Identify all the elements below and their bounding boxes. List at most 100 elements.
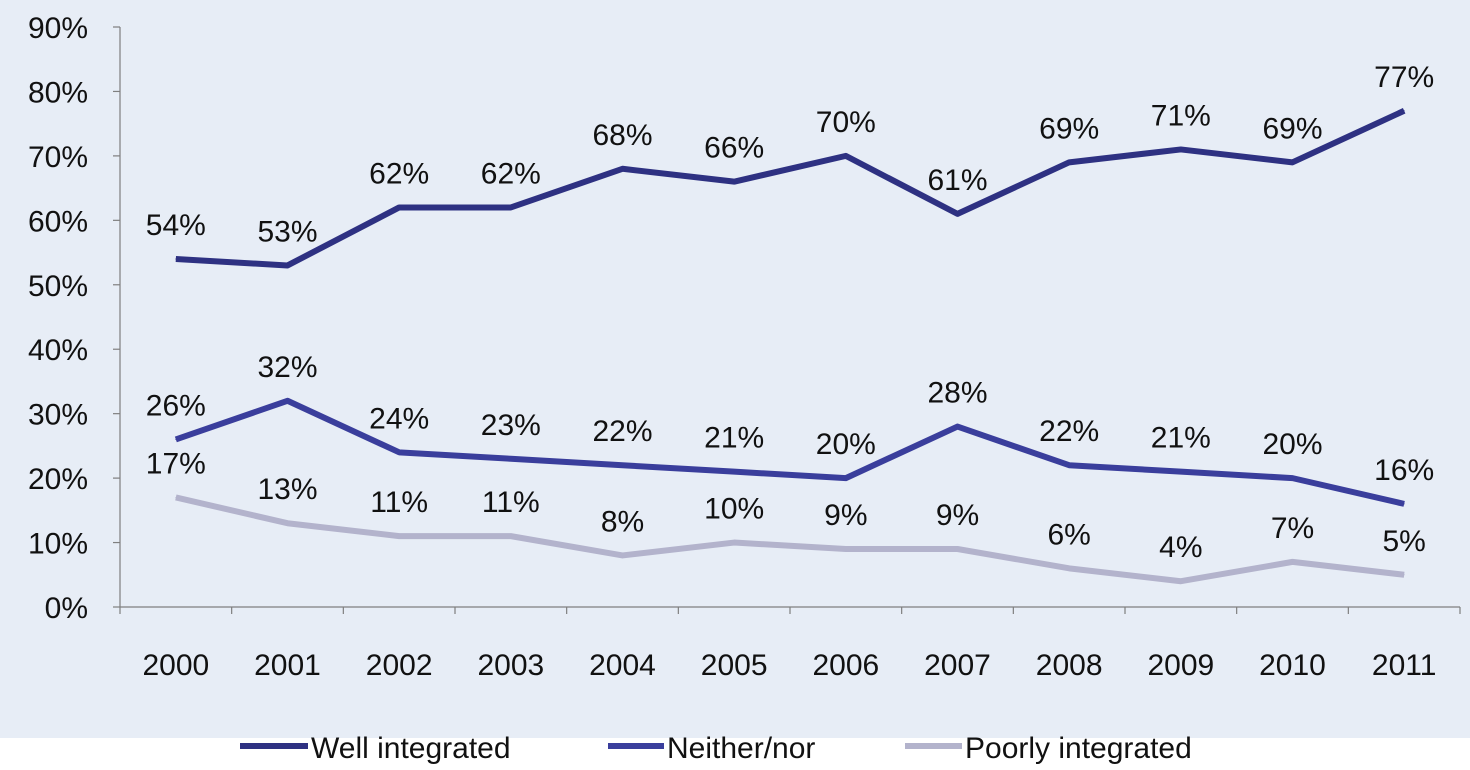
data-label: 22% (592, 415, 652, 448)
data-point (1292, 477, 1293, 479)
data-label: 68% (592, 119, 652, 152)
y-tick-label: 70% (28, 141, 88, 174)
x-tick-label: 2004 (589, 649, 656, 682)
data-label: 20% (1262, 428, 1322, 461)
data-point (733, 181, 735, 183)
x-tick-label: 2007 (924, 649, 991, 682)
x-tick-label: 2005 (701, 649, 768, 682)
data-point (733, 542, 735, 544)
data-label: 16% (1374, 454, 1434, 487)
data-label: 9% (824, 499, 867, 532)
data-point (1068, 464, 1070, 466)
data-label: 21% (704, 422, 764, 455)
data-label: 9% (936, 499, 979, 532)
data-label: 70% (816, 106, 876, 139)
legend-label: Well integrated (311, 732, 511, 765)
data-point (845, 477, 847, 479)
x-tick-label: 2003 (477, 649, 544, 682)
data-point (1403, 110, 1405, 112)
data-label: 22% (1039, 415, 1099, 448)
x-tick-label: 2006 (812, 649, 879, 682)
data-label: 26% (146, 389, 206, 422)
data-label: 8% (601, 505, 644, 538)
data-label: 10% (704, 493, 764, 526)
data-point (845, 155, 847, 157)
data-point (287, 522, 288, 524)
data-point (287, 264, 288, 266)
data-point (1292, 561, 1293, 563)
data-label: 13% (257, 473, 317, 506)
data-point (1403, 503, 1405, 505)
data-point (622, 554, 623, 556)
data-point (175, 496, 177, 498)
data-point (733, 471, 735, 473)
y-tick-label: 60% (28, 205, 88, 238)
y-tick-label: 90% (28, 12, 88, 45)
data-point (287, 400, 288, 402)
data-label: 11% (370, 486, 428, 519)
data-label: 66% (704, 132, 764, 165)
y-tick-label: 30% (28, 399, 88, 432)
data-point (398, 535, 400, 537)
data-point (1180, 580, 1182, 582)
series-line-neither-nor (174, 397, 1405, 507)
data-point (1292, 161, 1293, 163)
data-label: 4% (1159, 531, 1202, 564)
data-point (510, 535, 512, 537)
data-point (175, 438, 177, 440)
data-label: 54% (146, 209, 206, 242)
data-point (1068, 161, 1070, 163)
data-label: 32% (257, 351, 317, 384)
legend-label: Poorly integrated (965, 732, 1192, 765)
data-label: 62% (481, 157, 541, 190)
data-label: 69% (1262, 112, 1322, 145)
data-point (622, 464, 623, 466)
data-point (957, 213, 958, 215)
y-tick-label: 40% (28, 334, 88, 367)
data-label: 17% (146, 447, 206, 480)
x-tick-label: 2002 (366, 649, 433, 682)
data-label: 7% (1271, 512, 1314, 545)
data-point (1403, 574, 1405, 576)
data-label: 11% (482, 486, 540, 519)
data-point (398, 206, 400, 208)
data-label: 20% (816, 428, 876, 461)
x-tick-label: 2001 (254, 649, 321, 682)
data-point (1068, 567, 1070, 569)
data-label: 61% (927, 164, 987, 197)
data-point (175, 258, 177, 260)
x-tick-label: 2011 (1372, 649, 1437, 682)
data-point (622, 168, 623, 170)
data-point (398, 451, 400, 453)
data-point (957, 426, 958, 428)
data-point (510, 206, 512, 208)
data-label: 28% (927, 377, 987, 410)
data-point (845, 548, 847, 550)
y-tick-label: 0% (45, 592, 88, 625)
data-label: 71% (1151, 99, 1211, 132)
x-tick-label: 2008 (1036, 649, 1103, 682)
x-tick-label: 2010 (1259, 649, 1326, 682)
data-label: 24% (369, 402, 429, 435)
series-line-poorly-integrated (175, 494, 1405, 585)
data-label: 77% (1374, 61, 1434, 94)
y-tick-label: 80% (28, 76, 88, 109)
x-tick-label: 2009 (1147, 649, 1214, 682)
data-label: 62% (369, 157, 429, 190)
data-point (510, 458, 512, 460)
series-line-well-integrated (175, 108, 1406, 269)
y-tick-label: 20% (28, 463, 88, 496)
data-point (1180, 148, 1182, 150)
data-label: 5% (1382, 525, 1425, 558)
data-label: 6% (1047, 518, 1090, 551)
data-label: 21% (1151, 422, 1211, 455)
x-tick-label: 2000 (142, 649, 209, 682)
legend-label: Neither/nor (667, 732, 815, 765)
data-point (957, 548, 958, 550)
data-point (1180, 471, 1182, 473)
y-tick-label: 50% (28, 270, 88, 303)
data-label: 69% (1039, 112, 1099, 145)
y-tick-label: 10% (28, 528, 88, 561)
